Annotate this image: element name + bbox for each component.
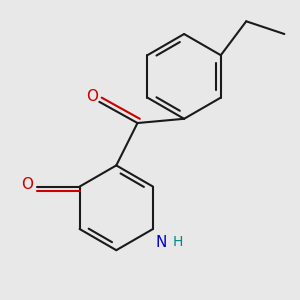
Text: O: O <box>22 177 34 192</box>
Text: O: O <box>85 88 98 104</box>
Text: N: N <box>155 235 166 250</box>
Text: H: H <box>173 236 183 250</box>
